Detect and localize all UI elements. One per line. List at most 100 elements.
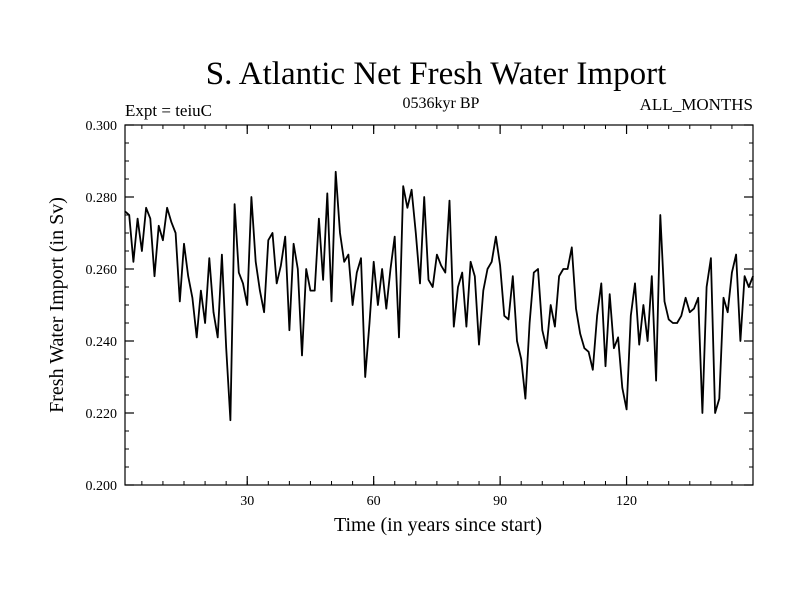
data-point xyxy=(250,196,252,198)
data-point xyxy=(470,261,472,263)
data-point xyxy=(512,275,514,277)
data-point xyxy=(617,336,619,338)
data-point xyxy=(183,243,185,245)
data-point xyxy=(491,261,493,263)
data-point xyxy=(655,380,657,382)
data-point xyxy=(440,264,442,266)
experiment-label: Expt = teiuC xyxy=(125,101,212,120)
data-point xyxy=(212,311,215,313)
data-point xyxy=(486,268,489,270)
data-point xyxy=(415,232,417,234)
data-point xyxy=(588,351,590,353)
data-point xyxy=(170,221,172,223)
data-point xyxy=(347,254,349,256)
data-point xyxy=(630,315,632,317)
data-point xyxy=(550,304,552,306)
data-point xyxy=(158,225,160,227)
data-point xyxy=(718,398,720,400)
data-point xyxy=(137,218,139,220)
data-point xyxy=(461,272,463,274)
data-point xyxy=(727,311,729,313)
data-point xyxy=(381,268,383,270)
data-point xyxy=(457,286,459,288)
x-tick-label: 90 xyxy=(493,494,507,509)
data-point xyxy=(305,268,307,270)
data-point xyxy=(739,340,742,342)
data-point xyxy=(668,318,670,320)
data-point xyxy=(558,275,560,277)
data-point xyxy=(398,336,400,338)
y-axis-label: Fresh Water Import (in Sv) xyxy=(46,197,68,413)
data-point xyxy=(149,218,151,220)
data-point xyxy=(735,254,737,256)
data-point xyxy=(318,218,320,220)
y-tick-label: 0.280 xyxy=(86,191,118,206)
data-point xyxy=(520,358,522,360)
data-point xyxy=(335,171,337,173)
data-point xyxy=(604,365,607,367)
data-point xyxy=(748,286,750,288)
data-point xyxy=(752,275,754,277)
data-point xyxy=(638,344,640,346)
chart-title: S. Atlantic Net Fresh Water Import xyxy=(206,56,667,92)
y-tick-label: 0.220 xyxy=(86,407,118,422)
data-point xyxy=(394,236,396,238)
data-point xyxy=(427,279,430,281)
data-point xyxy=(676,322,678,324)
data-point xyxy=(701,412,704,414)
y-tick-label: 0.260 xyxy=(86,263,118,278)
data-point xyxy=(672,322,674,324)
data-point xyxy=(200,290,202,292)
data-point xyxy=(537,268,539,270)
data-point xyxy=(642,304,645,306)
data-point xyxy=(609,293,611,295)
data-point xyxy=(339,232,341,234)
data-point xyxy=(314,290,316,292)
data-point xyxy=(529,322,531,324)
data-point xyxy=(583,347,586,349)
data-point xyxy=(478,344,480,346)
data-point xyxy=(221,254,223,256)
data-point xyxy=(651,275,653,277)
data-point xyxy=(301,354,303,356)
data-point xyxy=(626,408,628,410)
data-point xyxy=(436,254,438,256)
data-point xyxy=(579,333,581,335)
data-point xyxy=(516,340,518,342)
data-point xyxy=(153,275,156,277)
data-point xyxy=(238,272,240,274)
data-point xyxy=(663,300,666,302)
data-point xyxy=(541,329,543,331)
x-axis-label: Time (in years since start) xyxy=(334,514,542,536)
data-point xyxy=(271,232,274,234)
data-point xyxy=(284,236,286,238)
data-point xyxy=(706,286,708,288)
data-point xyxy=(474,275,476,277)
series-line xyxy=(124,170,754,422)
data-point xyxy=(229,419,231,421)
data-point xyxy=(242,282,244,284)
data-point xyxy=(507,318,510,320)
data-point xyxy=(196,336,198,338)
data-point xyxy=(524,398,527,400)
data-point xyxy=(255,261,257,263)
data-point xyxy=(697,297,699,299)
data-point xyxy=(309,290,311,292)
data-point xyxy=(600,282,602,284)
data-point xyxy=(356,272,358,274)
data-point xyxy=(297,268,299,270)
data-point xyxy=(259,290,261,292)
data-point xyxy=(567,268,569,270)
data-point xyxy=(714,412,716,414)
data-point xyxy=(685,297,687,299)
data-point xyxy=(722,297,725,299)
data-point xyxy=(499,264,501,266)
data-point xyxy=(352,304,354,306)
data-point xyxy=(246,304,248,306)
data-point xyxy=(293,243,295,245)
data-point xyxy=(288,329,290,331)
x-tick-label: 60 xyxy=(367,494,381,509)
data-point xyxy=(495,236,497,238)
data-point xyxy=(234,203,236,205)
